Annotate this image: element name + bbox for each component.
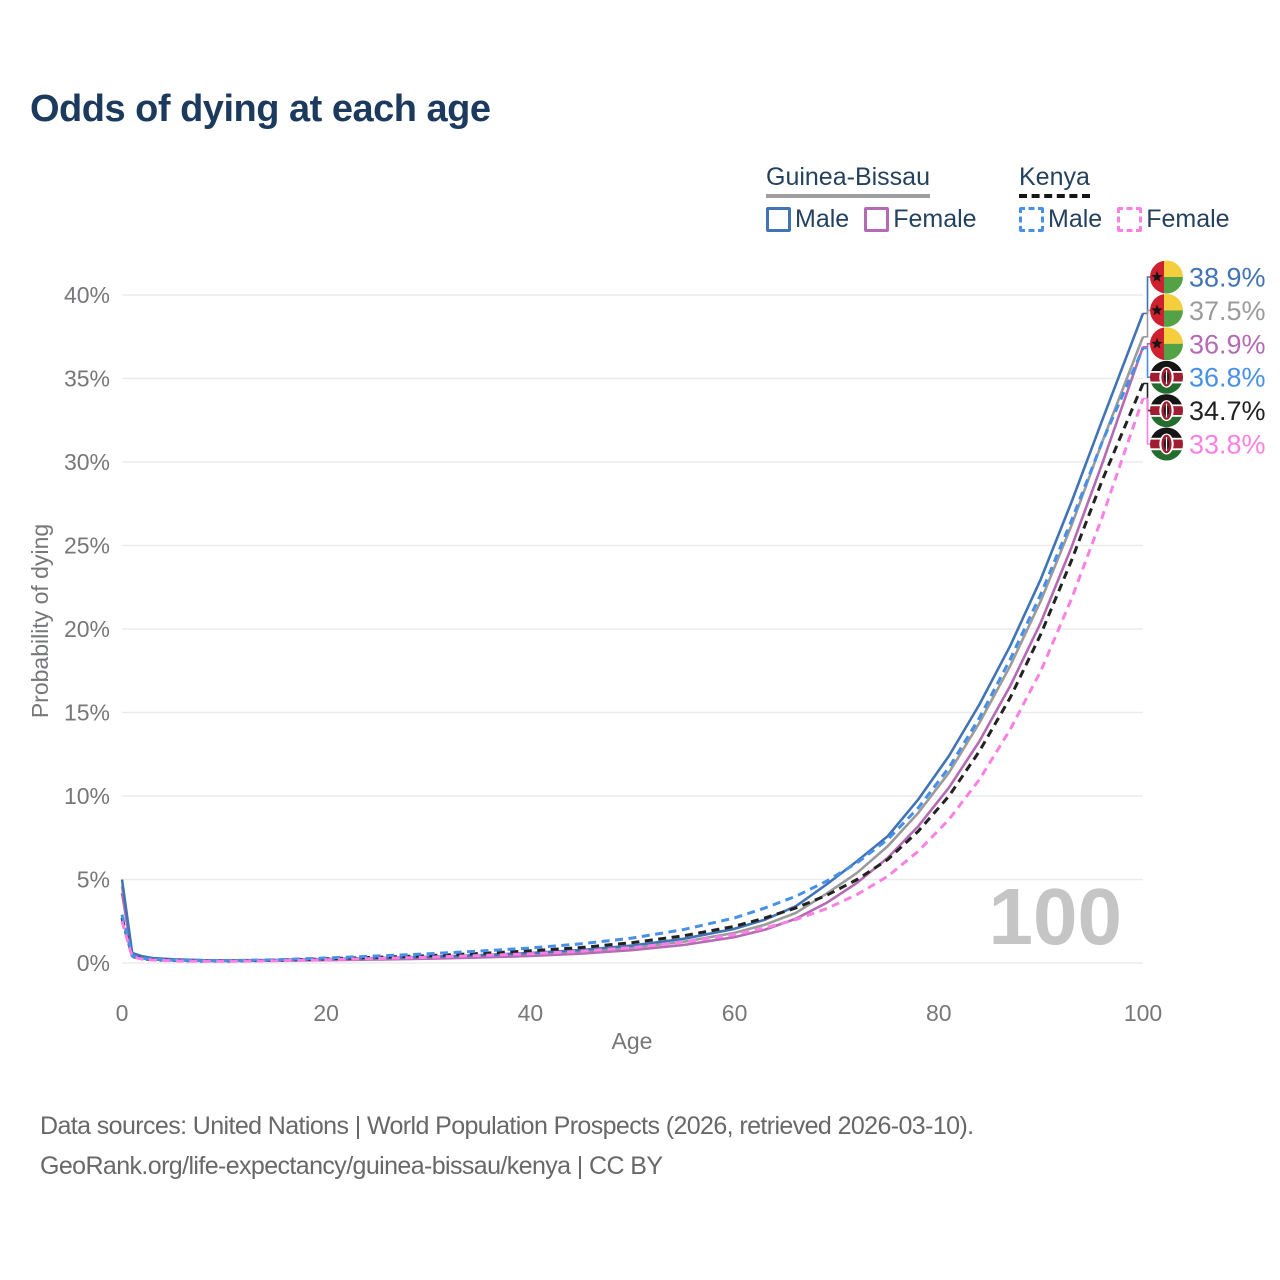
kenya-flag-icon	[1150, 427, 1183, 461]
axis-tick-labels: 0% 5% 10% 15% 20% 25% 30% 35% 40% 0 20 40 60 80 100	[64, 282, 1162, 1026]
page-title: Odds of dying at each age	[30, 88, 491, 130]
female-dashed-swatch-icon	[1117, 207, 1143, 232]
legend-row: Male Female	[766, 207, 992, 232]
legend-item-kenya-female[interactable]: Female	[1117, 205, 1230, 233]
end-connector-ke-both	[1143, 382, 1151, 412]
series-line-gb-female[interactable]	[120, 346, 1145, 963]
source-line-2: GeoRank.org/life-expectancy/guinea-bissa…	[40, 1152, 663, 1180]
end-connector-ke-male	[1143, 347, 1151, 378]
end-value-label-ke-male: 36.8%	[1189, 363, 1266, 393]
male-dashed-swatch-icon	[1019, 207, 1044, 232]
x-tick-label: 20	[313, 1000, 339, 1026]
series-lines	[120, 312, 1145, 963]
series-line-ke-female[interactable]	[120, 398, 1145, 963]
legend-country-kenya: Kenya	[1019, 162, 1090, 198]
gridlines	[122, 294, 1143, 964]
series-line-ke-both[interactable]	[120, 382, 1145, 963]
legend-item-guinea-bissau-female[interactable]: Female	[864, 205, 977, 233]
x-axis-title: Age	[612, 1028, 653, 1054]
legend-group-kenya: Kenya Male Female	[1019, 162, 1245, 232]
male-solid-swatch-icon	[766, 207, 791, 232]
guinea-bissau-flag-icon	[1150, 327, 1183, 361]
guinea-bissau-flag-icon	[1150, 260, 1183, 294]
end-connector-gb-male	[1143, 276, 1151, 315]
end-connector-gb-both	[1143, 309, 1151, 338]
x-tick-label: 60	[722, 1000, 748, 1026]
y-tick-label: 15%	[64, 700, 110, 726]
end-value-label-ke-both: 34.7%	[1189, 396, 1266, 426]
end-connector-gb-female	[1143, 343, 1151, 348]
y-tick-label: 25%	[64, 533, 110, 559]
legend-item-label: Female	[1146, 205, 1230, 233]
series-line-gb-male[interactable]	[120, 312, 1145, 962]
legend-item-label: Male	[795, 205, 850, 233]
legend-item-label: Male	[1048, 205, 1103, 233]
end-connector-ke-female	[1143, 397, 1151, 445]
end-value-label-gb-both: 37.5%	[1189, 296, 1266, 326]
legend-country-guinea-bissau: Guinea-Bissau	[766, 162, 930, 198]
y-tick-label: 40%	[64, 282, 110, 308]
female-solid-swatch-icon	[864, 207, 890, 232]
kenya-flag-icon	[1150, 394, 1183, 428]
x-tick-label: 80	[926, 1000, 952, 1026]
data-sources: Data sources: United Nations | World Pop…	[40, 1106, 974, 1186]
y-tick-label: 20%	[64, 616, 110, 642]
x-tick-label: 40	[518, 1000, 544, 1026]
y-tick-label: 10%	[64, 783, 110, 809]
end-value-label-ke-female: 33.8%	[1189, 430, 1266, 460]
legend-group-guinea-bissau: Guinea-Bissau Male Female	[766, 162, 992, 232]
series-line-ke-male[interactable]	[120, 347, 1145, 963]
guinea-bissau-flag-icon	[1150, 293, 1183, 327]
hover-age-watermark: 100	[989, 872, 1122, 961]
legend-item-guinea-bissau-male[interactable]: Male	[766, 207, 849, 232]
y-tick-label: 0%	[77, 950, 110, 976]
legend-item-kenya-male[interactable]: Male	[1019, 207, 1102, 232]
end-annotations: 38.9%37.5%36.9% 36.8%34.7% 33.8%	[1143, 260, 1266, 461]
legend-row: Male Female	[1019, 207, 1245, 232]
source-line-1: Data sources: United Nations | World Pop…	[40, 1112, 974, 1140]
y-tick-label: 30%	[64, 449, 110, 475]
x-tick-label: 0	[116, 1000, 129, 1026]
end-value-label-gb-female: 36.9%	[1189, 329, 1266, 359]
y-tick-label: 35%	[64, 366, 110, 392]
y-tick-label: 5%	[77, 867, 110, 893]
end-value-label-gb-male: 38.9%	[1189, 263, 1266, 293]
series-line-gb-both[interactable]	[120, 336, 1145, 962]
kenya-flag-icon	[1150, 360, 1183, 394]
x-tick-label: 100	[1124, 1000, 1162, 1026]
y-axis-title: Probability of dying	[27, 524, 53, 718]
legend-item-label: Female	[893, 205, 977, 233]
